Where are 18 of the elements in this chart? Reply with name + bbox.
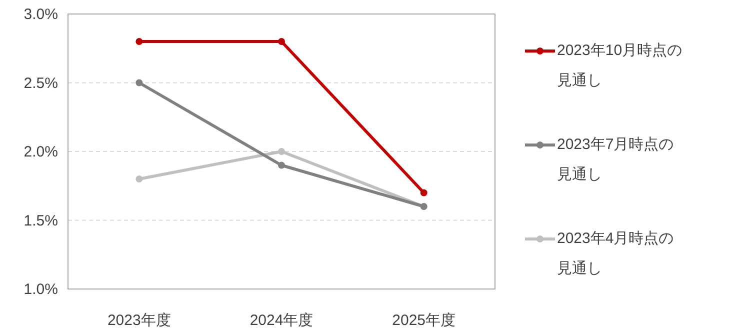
point bbox=[420, 189, 428, 196]
point bbox=[278, 148, 285, 155]
x-tick-label: 2025年度 bbox=[392, 312, 456, 329]
point bbox=[278, 162, 285, 169]
legend-label: 2023年7月時点の見通し bbox=[557, 135, 675, 185]
point bbox=[136, 176, 143, 182]
x-tick-label: 2023年度 bbox=[107, 312, 171, 329]
y-tick-label: 1.0% bbox=[24, 281, 58, 298]
legend-label: 2023年4月時点の見通し bbox=[557, 229, 675, 279]
y-tick-label: 3.0% bbox=[24, 6, 58, 23]
point bbox=[136, 79, 143, 86]
legend-label: 2023年10月時点の見通し bbox=[557, 41, 684, 91]
y-tick-label: 1.5% bbox=[24, 212, 58, 230]
point bbox=[136, 38, 143, 45]
point bbox=[278, 38, 285, 45]
y-tick-label: 2.0% bbox=[24, 144, 58, 160]
y-tick-label: 2.5% bbox=[24, 74, 58, 92]
x-tick-label: 2024年度 bbox=[250, 312, 314, 329]
